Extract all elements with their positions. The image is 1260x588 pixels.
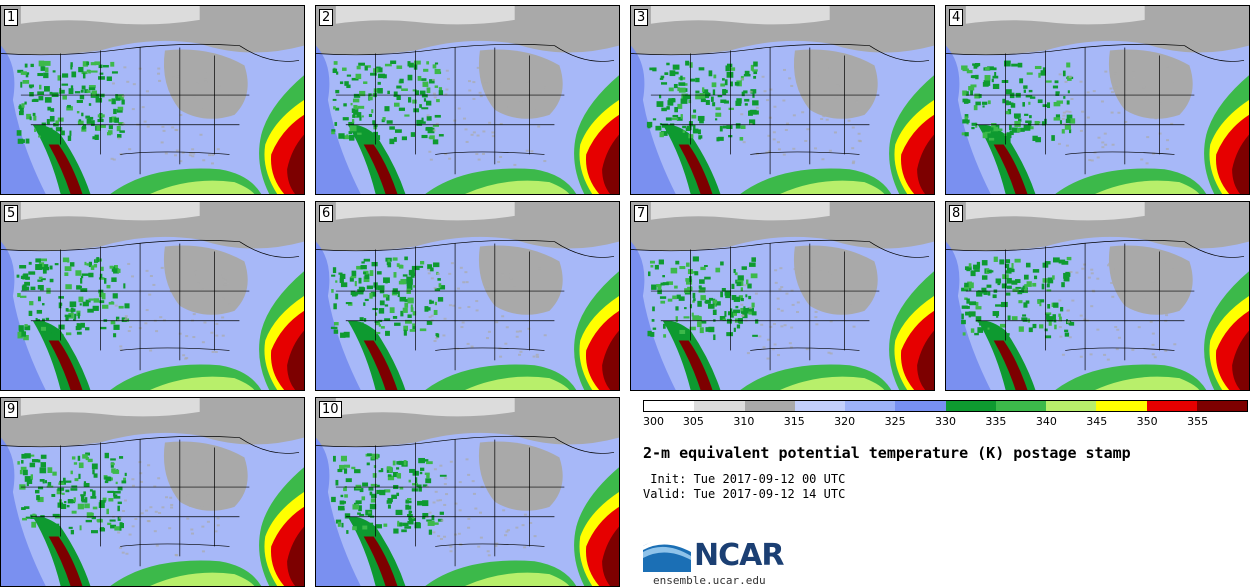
- logo-wordmark: NCAR: [694, 538, 784, 573]
- colorbar-segment: [694, 401, 745, 411]
- colorbar-tick-label: 330: [935, 415, 956, 428]
- colorbar-segment: [1196, 401, 1247, 411]
- map-panel: 10: [315, 397, 620, 587]
- member-map: [1, 398, 304, 586]
- member-map: [631, 202, 934, 390]
- map-panel: 5: [0, 201, 305, 391]
- map-panel: 2: [315, 5, 620, 195]
- colorbar-segment: [845, 401, 896, 411]
- colorbar-tick-label: 305: [682, 415, 704, 428]
- member-number-label: 10: [319, 401, 342, 418]
- colorbar-segment: [895, 401, 946, 411]
- member-number-label: 9: [4, 401, 19, 418]
- map-panel: 3: [630, 5, 935, 195]
- colorbar-segment: [1046, 401, 1097, 411]
- map-panel: 8: [945, 201, 1250, 391]
- member-number-label: 2: [319, 9, 334, 26]
- colorbar-tick-label: 320: [834, 415, 856, 428]
- member-number-label: 3: [634, 9, 649, 26]
- ncar-logo-icon: [643, 539, 691, 572]
- figure-title: 2-m equivalent potential temperature (K)…: [643, 444, 1131, 462]
- member-map: [1, 202, 304, 390]
- map-panel: 7: [630, 201, 935, 391]
- member-map: [316, 202, 619, 390]
- source-url: ensemble.ucar.edu: [653, 574, 766, 587]
- colorbar-segment: [744, 401, 795, 411]
- member-number-label: 8: [949, 205, 964, 222]
- colorbar-tick-label: 340: [1035, 415, 1057, 428]
- member-map: [316, 398, 619, 586]
- member-number-label: 5: [4, 205, 19, 222]
- colorbar-tick-label: 300: [643, 415, 664, 428]
- member-map: [631, 6, 934, 194]
- colorbar-segment: [1146, 401, 1197, 411]
- map-panel: 4: [945, 5, 1250, 195]
- map-panel: 6: [315, 201, 620, 391]
- colorbar-tick-label: 310: [733, 415, 755, 428]
- colorbar-segment: [995, 401, 1046, 411]
- member-map: [316, 6, 619, 194]
- colorbar-segment: [1096, 401, 1147, 411]
- colorbar-segment: [644, 401, 695, 411]
- colorbar-tick-label: 345: [1086, 415, 1108, 428]
- map-panel: 9: [0, 397, 305, 587]
- colorbar-tick-labels: 300 305 310 315 320 325 330 335 340 345 350 355: [643, 415, 1248, 429]
- colorbar-tick-label: 355: [1187, 415, 1209, 428]
- map-panel: 1: [0, 5, 305, 195]
- colorbar-segment: [945, 401, 996, 411]
- colorbar-segment: [794, 401, 845, 411]
- member-map: [946, 202, 1249, 390]
- init-time: Init: Tue 2017-09-12 00 UTC: [643, 472, 846, 486]
- colorbar-tick-label: 335: [985, 415, 1007, 428]
- member-number-label: 4: [949, 9, 964, 26]
- member-map: [1, 6, 304, 194]
- colorbar: [643, 400, 1248, 412]
- member-map: [946, 6, 1249, 194]
- colorbar-tick-label: 315: [783, 415, 805, 428]
- colorbar-tick-label: 350: [1136, 415, 1158, 428]
- member-number-label: 1: [4, 9, 19, 26]
- member-number-label: 6: [319, 205, 334, 222]
- valid-time: Valid: Tue 2017-09-12 14 UTC: [643, 487, 846, 501]
- member-number-label: 7: [634, 205, 649, 222]
- colorbar-tick-label: 325: [884, 415, 906, 428]
